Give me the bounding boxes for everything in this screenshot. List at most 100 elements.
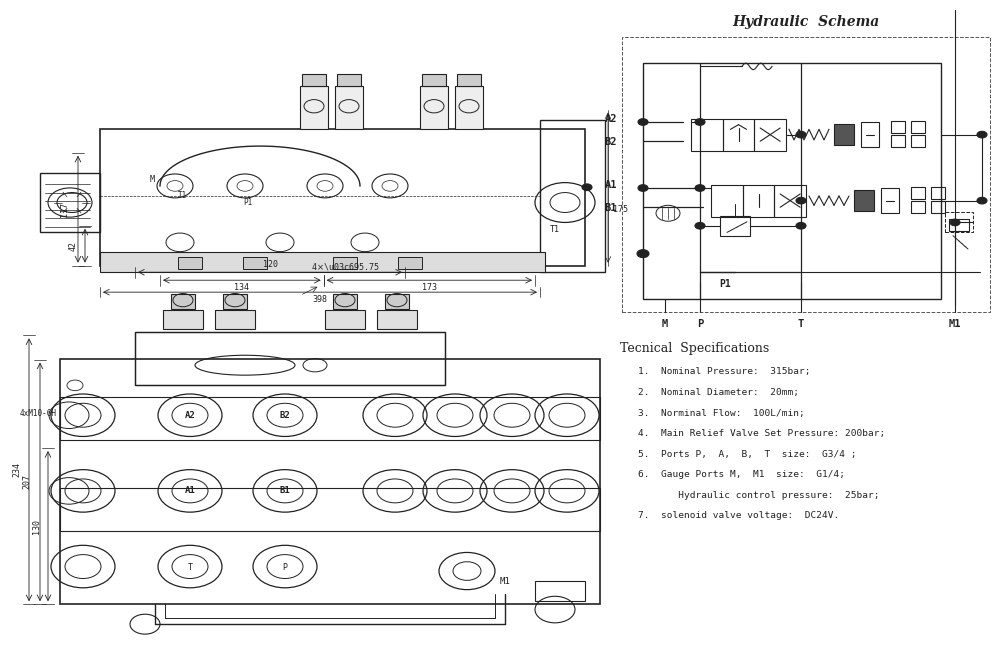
- Bar: [911, 135, 925, 147]
- Text: 398: 398: [312, 295, 328, 304]
- Bar: [178, 257, 202, 269]
- Text: 7.  solenoid valve voltage:  DC24V.: 7. solenoid valve voltage: DC24V.: [638, 511, 839, 521]
- Text: M1: M1: [949, 319, 961, 329]
- Bar: [163, 310, 203, 329]
- Bar: [135, 332, 445, 385]
- Text: A2: A2: [604, 114, 617, 124]
- Text: 234: 234: [12, 462, 22, 477]
- Text: Tecnical  Specifications: Tecnical Specifications: [620, 342, 770, 355]
- Bar: [223, 294, 247, 309]
- Text: 173: 173: [422, 283, 437, 292]
- Bar: [945, 212, 973, 232]
- Circle shape: [638, 119, 648, 125]
- Bar: [720, 216, 750, 236]
- Bar: [215, 310, 255, 329]
- Bar: [325, 310, 365, 329]
- Text: P1: P1: [719, 279, 731, 290]
- Bar: [457, 74, 481, 86]
- Text: 6.  Gauge Ports M,  M1  size:  G1/4;: 6. Gauge Ports M, M1 size: G1/4;: [638, 470, 845, 479]
- Circle shape: [977, 197, 987, 204]
- Text: B1: B1: [604, 203, 617, 213]
- Bar: [333, 294, 357, 309]
- Text: 207: 207: [22, 474, 32, 489]
- Bar: [911, 187, 925, 199]
- Bar: [774, 185, 806, 216]
- Bar: [881, 188, 899, 213]
- Circle shape: [977, 131, 987, 138]
- Bar: [455, 86, 483, 129]
- Circle shape: [950, 219, 960, 226]
- Bar: [622, 37, 990, 312]
- Text: 42: 42: [69, 240, 78, 251]
- Circle shape: [695, 185, 705, 191]
- Bar: [911, 201, 925, 213]
- Bar: [854, 190, 874, 211]
- Bar: [931, 187, 945, 199]
- Text: A2: A2: [185, 411, 195, 420]
- Circle shape: [638, 185, 648, 191]
- Text: B1: B1: [280, 487, 290, 495]
- Circle shape: [582, 184, 592, 191]
- Bar: [420, 86, 448, 129]
- Bar: [643, 63, 941, 299]
- Text: 130: 130: [32, 519, 42, 534]
- Bar: [243, 257, 267, 269]
- Bar: [60, 488, 600, 531]
- Bar: [333, 257, 357, 269]
- Bar: [711, 185, 743, 216]
- Bar: [911, 121, 925, 133]
- Bar: [535, 581, 585, 601]
- Bar: [949, 219, 969, 231]
- Text: 4$\times$\u03c695.75: 4$\times$\u03c695.75: [311, 262, 379, 272]
- Bar: [743, 185, 774, 216]
- Text: 1.  Nominal Pressure:  315bar;: 1. Nominal Pressure: 315bar;: [638, 367, 810, 376]
- Bar: [335, 86, 363, 129]
- Text: 2.  Nominal Diameter:  20mm;: 2. Nominal Diameter: 20mm;: [638, 388, 799, 397]
- Bar: [100, 252, 545, 272]
- Circle shape: [796, 197, 806, 204]
- Text: 3.  Norminal Flow:  100L/min;: 3. Norminal Flow: 100L/min;: [638, 408, 805, 418]
- Bar: [723, 119, 754, 151]
- Circle shape: [695, 119, 705, 125]
- Text: M: M: [150, 175, 154, 184]
- Text: M1: M1: [500, 576, 510, 586]
- Text: T1: T1: [178, 191, 188, 201]
- Text: 5.  Ports P,  A,  B,  T  size:  G3/4 ;: 5. Ports P, A, B, T size: G3/4 ;: [638, 450, 856, 459]
- Bar: [337, 74, 361, 86]
- Bar: [931, 201, 945, 213]
- Circle shape: [637, 250, 649, 258]
- Text: Hydraulic  Schema: Hydraulic Schema: [732, 15, 880, 29]
- Text: 120: 120: [262, 260, 278, 269]
- Text: 4.  Main Relief Valve Set Pressure: 200bar;: 4. Main Relief Valve Set Pressure: 200ba…: [638, 429, 885, 438]
- Text: P1: P1: [243, 198, 253, 207]
- Text: 134: 134: [234, 283, 249, 292]
- Bar: [398, 257, 422, 269]
- Bar: [171, 294, 195, 309]
- Text: P: P: [283, 563, 288, 572]
- Bar: [834, 124, 854, 145]
- Bar: [754, 119, 786, 151]
- Bar: [385, 294, 409, 309]
- Bar: [422, 74, 446, 86]
- Text: T1: T1: [550, 224, 560, 234]
- Bar: [135, 332, 445, 385]
- Circle shape: [796, 222, 806, 229]
- Bar: [377, 310, 417, 329]
- Text: A1: A1: [604, 180, 617, 190]
- Bar: [60, 396, 600, 440]
- Bar: [100, 129, 585, 266]
- Text: 4xM10-6H: 4xM10-6H: [20, 409, 57, 418]
- Bar: [60, 359, 600, 604]
- Bar: [691, 119, 723, 151]
- Bar: [891, 135, 905, 147]
- Circle shape: [695, 222, 705, 229]
- Text: P: P: [697, 319, 703, 329]
- Text: Hydraulic control pressure:  25bar;: Hydraulic control pressure: 25bar;: [638, 491, 880, 500]
- Bar: [891, 121, 905, 133]
- Text: B2: B2: [280, 411, 290, 420]
- Text: 117: 117: [60, 202, 70, 216]
- Bar: [861, 122, 879, 147]
- Bar: [300, 86, 328, 129]
- Circle shape: [796, 131, 806, 138]
- Bar: [302, 74, 326, 86]
